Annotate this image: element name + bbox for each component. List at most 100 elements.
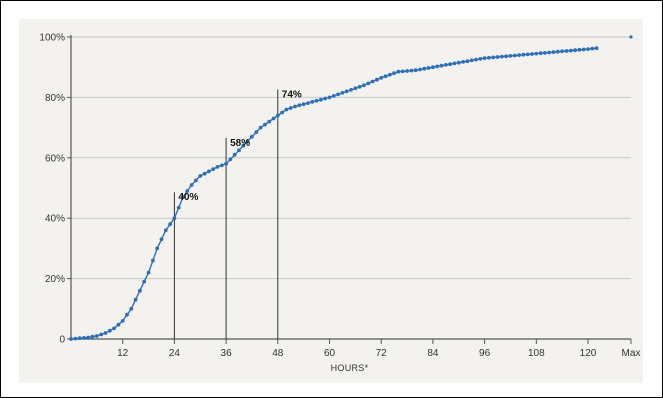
annotation-label: 58% [230,138,250,149]
data-point [491,55,496,60]
annotation-label: 74% [282,90,302,101]
data-point [228,157,233,162]
y-tick-label: 100% [39,33,65,44]
data-point [340,91,345,95]
data-point [517,53,521,57]
data-point [538,51,543,56]
x-tick-label: Max [622,348,641,359]
x-tick-label: 24 [169,348,181,359]
data-point [590,46,595,51]
data-point [383,74,388,79]
x-tick-label: 48 [272,348,284,359]
grid-layer [71,36,631,280]
series-line [70,47,597,340]
data-point [370,79,375,84]
data-point [224,161,229,166]
data-point [241,143,246,148]
data-point [413,68,418,73]
data-point [194,178,198,183]
data-point [375,77,379,82]
data-point [86,335,91,340]
data-point [163,228,168,233]
data-point [387,72,392,77]
data-point [133,297,138,302]
data-point [439,63,444,68]
data-point [288,106,293,110]
data-point [284,107,289,112]
data-point [525,52,530,57]
data-point [353,86,358,91]
data-point [219,163,224,168]
data-point [452,61,457,66]
data-point [568,48,573,53]
annotation-labels: 40% 58% 74% [178,90,302,204]
x-tick-label: 12 [117,348,129,359]
data-point [495,55,500,59]
data-point [362,83,366,88]
data-point [232,152,237,157]
data-point [198,174,203,178]
data-point [508,54,513,58]
data-point [512,53,517,58]
data-point [586,47,590,51]
data-point [422,66,427,71]
data-point [543,51,547,55]
data-point [267,119,272,124]
data-point [396,69,401,74]
data-point [176,205,181,210]
y-tick-label: 40% [45,214,65,225]
data-point [461,60,465,64]
data-point [116,322,121,327]
data-point [146,270,151,275]
data-point [426,66,431,70]
data-point [400,69,405,74]
data-point [478,57,483,61]
data-point [499,54,504,59]
data-point [564,49,569,53]
data-point [435,64,440,69]
data-point [254,130,259,134]
x-tick-label: 72 [376,348,388,359]
data-point [534,51,539,56]
data-point [521,52,526,57]
data-point [275,113,280,118]
data-point [258,125,263,130]
data-point [469,58,474,63]
data-point [301,102,306,107]
data-point [185,189,190,193]
data-point [530,52,534,56]
data-point [237,148,241,153]
data-point [250,134,254,139]
data-point [327,95,332,100]
data-point [465,59,470,64]
data-point [138,288,142,293]
data-point [357,84,362,89]
data-point [159,237,164,242]
data-point [271,116,276,121]
data-point [181,195,185,200]
data-point [99,332,104,337]
data-point [112,326,116,331]
axis-layer [67,35,632,344]
data-point [448,62,452,67]
data-point [90,334,95,339]
data-point [474,57,478,62]
data-point [211,167,216,172]
chart-svg: 0 20% 40% 60% 80% 100% 12 24 36 48 60 72 84 96 108 120… [39,33,640,374]
data-point [263,122,267,127]
x-tick-labels: 12 24 36 48 60 72 84 96 108 120 Max [117,348,640,359]
x-tick-label: 108 [528,348,545,359]
data-point [207,169,211,174]
data-point [555,49,560,54]
data-point [82,336,86,340]
data-point [431,65,435,70]
data-point [547,50,552,55]
x-axis-title: HOURS* [331,363,369,373]
data-point [189,183,194,187]
x-tick-label: 60 [324,348,336,359]
data-point [551,50,556,54]
data-point [482,56,487,60]
data-point [172,216,177,221]
data-point [577,47,582,52]
x-tick-label: 36 [221,348,233,359]
